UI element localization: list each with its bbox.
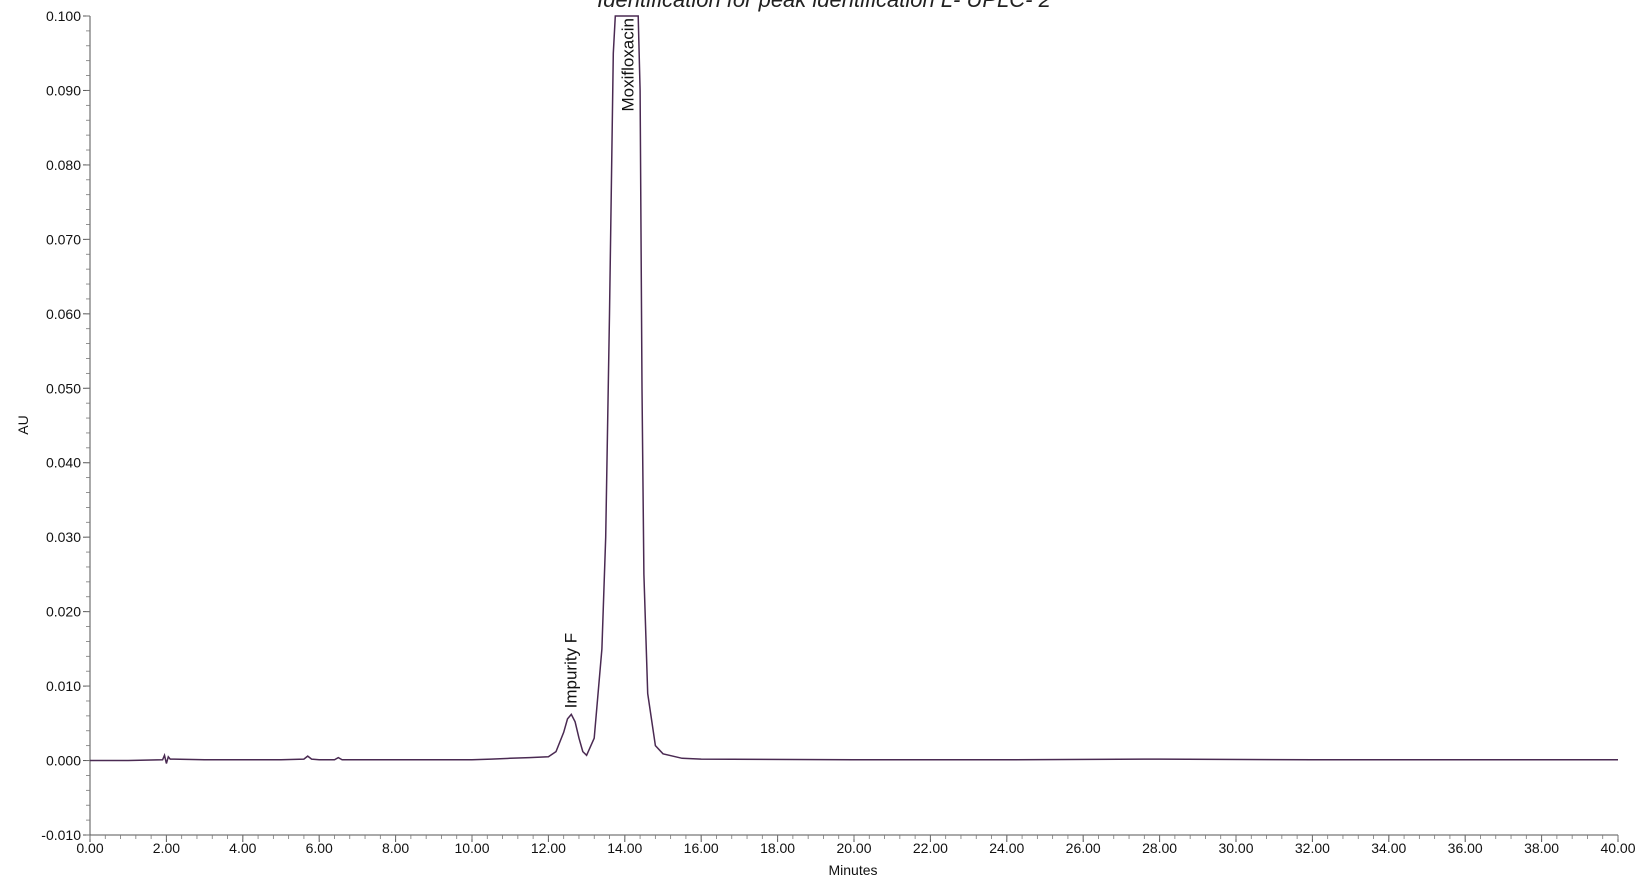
y-tick-label: -0.010 — [41, 827, 81, 843]
y-tick-label: 0.020 — [46, 604, 81, 620]
x-tick-label: 28.00 — [1142, 840, 1177, 856]
peak-annotations: Impurity F Moxifloxacin — [561, 18, 637, 708]
axes — [89, 16, 1618, 836]
x-tick-label: 0.00 — [76, 840, 103, 856]
x-tick-label: 24.00 — [989, 840, 1024, 856]
y-tick-label: 0.030 — [46, 529, 81, 545]
chart-title: Identification for peak identification L… — [597, 0, 1051, 12]
x-tick-label: 4.00 — [229, 840, 256, 856]
y-tick-label: 0.000 — [46, 753, 81, 769]
x-tick-label: 22.00 — [913, 840, 948, 856]
tick-labels: 0.00 2.00 4.00 6.00 8.00 10.00 12.00 14.00 16.00… — [41, 8, 1635, 856]
y-tick-label: 0.050 — [46, 380, 81, 396]
x-tick-label: 16.00 — [684, 840, 719, 856]
x-tick-label: 34.00 — [1371, 840, 1406, 856]
y-tick-label: 0.070 — [46, 231, 81, 247]
x-tick-label: 30.00 — [1218, 840, 1253, 856]
y-tick-label: 0.100 — [46, 8, 81, 24]
moxifloxacin-label: Moxifloxacin — [619, 18, 638, 112]
ticks — [83, 15, 1619, 842]
x-tick-label: 20.00 — [836, 840, 871, 856]
y-axis-title: AU — [15, 415, 31, 434]
y-tick-label: 0.090 — [46, 82, 81, 98]
y-tick-label: 0.060 — [46, 306, 81, 322]
x-tick-label: 40.00 — [1600, 840, 1635, 856]
x-axis-title: Minutes — [828, 862, 877, 878]
y-tick-label: 0.080 — [46, 157, 81, 173]
x-tick-label: 2.00 — [153, 840, 180, 856]
y-tick-label: 0.040 — [46, 455, 81, 471]
x-tick-label: 6.00 — [306, 840, 333, 856]
impurity-f-label: Impurity F — [561, 633, 580, 709]
x-tick-label: 8.00 — [382, 840, 409, 856]
x-tick-label: 26.00 — [1066, 840, 1101, 856]
x-tick-label: 10.00 — [454, 840, 489, 856]
x-tick-label: 38.00 — [1524, 840, 1559, 856]
y-tick-label: 0.010 — [46, 678, 81, 694]
x-tick-label: 12.00 — [531, 840, 566, 856]
x-tick-label: 32.00 — [1295, 840, 1330, 856]
x-tick-label: 18.00 — [760, 840, 795, 856]
x-tick-label: 36.00 — [1448, 840, 1483, 856]
x-tick-label: 14.00 — [607, 840, 642, 856]
chromatogram-trace — [90, 15, 1618, 764]
